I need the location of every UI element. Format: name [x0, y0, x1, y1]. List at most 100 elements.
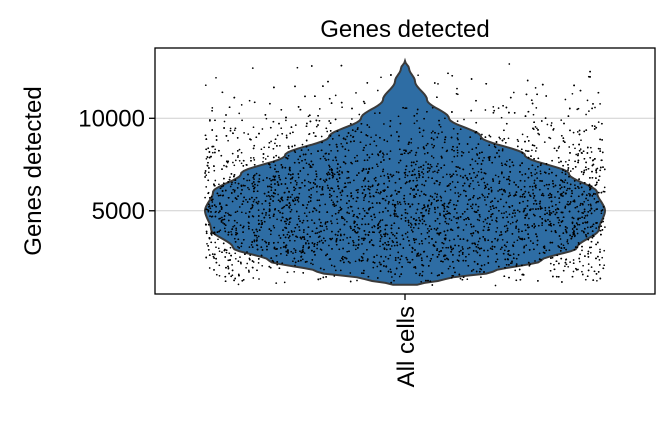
cell-point — [566, 227, 568, 229]
cell-point — [428, 169, 431, 172]
cell-point — [425, 279, 427, 282]
cell-point — [248, 258, 251, 261]
cell-point — [342, 239, 345, 241]
cell-point — [334, 118, 337, 121]
cell-point — [577, 153, 580, 155]
cell-point — [581, 273, 584, 276]
cell-point — [229, 185, 232, 188]
cell-point — [410, 141, 413, 144]
cell-point — [538, 252, 541, 255]
cell-point — [558, 197, 561, 199]
cell-point — [234, 277, 237, 280]
cell-point — [420, 257, 423, 259]
cell-point — [330, 220, 332, 222]
cell-point — [505, 245, 508, 248]
cell-point — [404, 174, 407, 176]
cell-point — [227, 139, 229, 142]
cell-point — [286, 271, 289, 274]
cell-point — [580, 186, 583, 189]
cell-point — [527, 191, 530, 194]
cell-point — [489, 201, 492, 204]
cell-point — [450, 219, 453, 222]
cell-point — [534, 184, 537, 187]
cell-point — [270, 229, 272, 232]
cell-point — [532, 242, 534, 245]
cell-point — [593, 192, 595, 195]
cell-point — [438, 222, 441, 225]
cell-point — [277, 199, 280, 202]
cell-point — [451, 148, 453, 151]
cell-point — [472, 187, 475, 190]
cell-point — [279, 211, 281, 214]
cell-point — [597, 271, 600, 273]
cell-point — [503, 176, 505, 179]
cell-point — [369, 240, 371, 243]
cell-point — [448, 201, 451, 204]
cell-point — [239, 224, 242, 227]
cell-point — [362, 167, 365, 170]
cell-point — [247, 133, 250, 135]
cell-point — [430, 257, 433, 260]
cell-point — [537, 129, 539, 131]
cell-point — [309, 165, 312, 167]
cell-point — [301, 221, 304, 224]
cell-point — [330, 149, 332, 152]
cell-point — [237, 260, 240, 263]
cell-point — [414, 163, 417, 166]
cell-point — [603, 190, 606, 193]
cell-point — [562, 269, 565, 272]
cell-point — [317, 124, 319, 126]
cell-point — [597, 255, 599, 258]
cell-point — [250, 159, 252, 162]
cell-point — [583, 169, 586, 172]
cell-point — [407, 203, 410, 205]
cell-point — [487, 193, 490, 195]
cell-point — [452, 247, 455, 250]
cell-point — [439, 195, 442, 198]
cell-point — [399, 203, 402, 206]
cell-point — [474, 160, 477, 162]
cell-point — [256, 244, 259, 247]
cell-point — [241, 203, 244, 205]
cell-point — [322, 276, 325, 279]
cell-point — [252, 215, 255, 218]
cell-point — [245, 212, 247, 215]
cell-point — [569, 201, 572, 203]
cell-point — [582, 150, 585, 153]
cell-point — [589, 186, 591, 189]
cell-point — [274, 168, 276, 170]
cell-point — [462, 176, 464, 179]
cell-point — [586, 221, 589, 224]
cell-point — [266, 177, 268, 179]
cell-point — [221, 216, 223, 219]
cell-point — [268, 204, 271, 207]
cell-point — [502, 252, 505, 255]
cell-point — [484, 136, 487, 138]
cell-point — [326, 173, 329, 176]
cell-point — [542, 194, 545, 197]
cell-point — [565, 258, 567, 261]
cell-point — [564, 98, 567, 101]
cell-point — [452, 267, 455, 269]
cell-point — [461, 253, 464, 256]
cell-point — [394, 273, 396, 275]
cell-point — [280, 164, 283, 166]
cell-point — [248, 227, 250, 230]
cell-point — [239, 256, 241, 258]
cell-point — [545, 229, 547, 232]
cell-point — [507, 253, 510, 255]
cell-point — [262, 179, 265, 182]
cell-point — [372, 261, 375, 263]
cell-point — [519, 171, 521, 173]
cell-point — [348, 212, 350, 215]
cell-point — [452, 173, 455, 176]
cell-point — [381, 219, 384, 221]
cell-point — [289, 239, 291, 242]
cell-point — [297, 106, 300, 108]
cell-point — [285, 136, 288, 139]
cell-point — [433, 170, 436, 173]
cell-point — [573, 248, 576, 251]
cell-point — [344, 186, 347, 188]
cell-point — [224, 189, 227, 192]
cell-point — [505, 122, 508, 125]
